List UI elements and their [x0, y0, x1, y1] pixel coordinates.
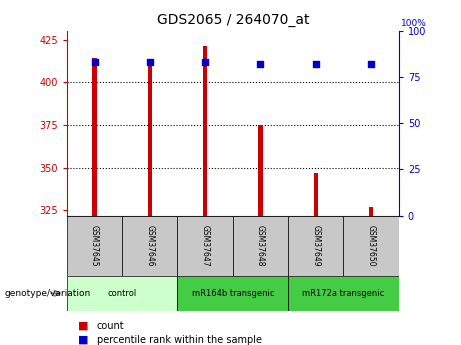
Bar	[203, 47, 207, 216]
Point	[367, 61, 375, 67]
Text: control: control	[107, 289, 137, 298]
Bar	[122, 216, 177, 276]
Bar	[67, 216, 122, 276]
Text: ■: ■	[78, 335, 89, 345]
Text: GSM37649: GSM37649	[311, 225, 320, 267]
Text: percentile rank within the sample: percentile rank within the sample	[97, 335, 262, 345]
Bar	[313, 173, 318, 216]
Bar	[288, 276, 399, 310]
Bar	[233, 216, 288, 276]
Bar	[177, 276, 288, 310]
Text: ■: ■	[78, 321, 89, 331]
Point	[312, 61, 319, 67]
Bar	[177, 216, 233, 276]
Title: GDS2065 / 264070_at: GDS2065 / 264070_at	[157, 13, 309, 27]
Bar	[67, 276, 177, 310]
Bar	[288, 216, 343, 276]
Text: count: count	[97, 321, 124, 331]
Bar	[369, 207, 373, 216]
Point	[91, 60, 98, 65]
Text: GSM37646: GSM37646	[145, 225, 154, 267]
Text: genotype/variation: genotype/variation	[5, 289, 91, 298]
Text: 100%: 100%	[401, 19, 427, 28]
Text: mR164b transgenic: mR164b transgenic	[192, 289, 274, 298]
Point	[257, 61, 264, 67]
Text: GSM37650: GSM37650	[366, 225, 376, 267]
Bar	[258, 125, 263, 216]
Bar	[343, 216, 399, 276]
Bar	[148, 60, 152, 216]
Text: GSM37647: GSM37647	[201, 225, 210, 267]
Text: mR172a transgenic: mR172a transgenic	[302, 289, 384, 298]
Point	[146, 60, 154, 65]
Point	[201, 60, 209, 65]
Bar	[92, 58, 97, 216]
Text: GSM37645: GSM37645	[90, 225, 99, 267]
Text: GSM37648: GSM37648	[256, 225, 265, 267]
